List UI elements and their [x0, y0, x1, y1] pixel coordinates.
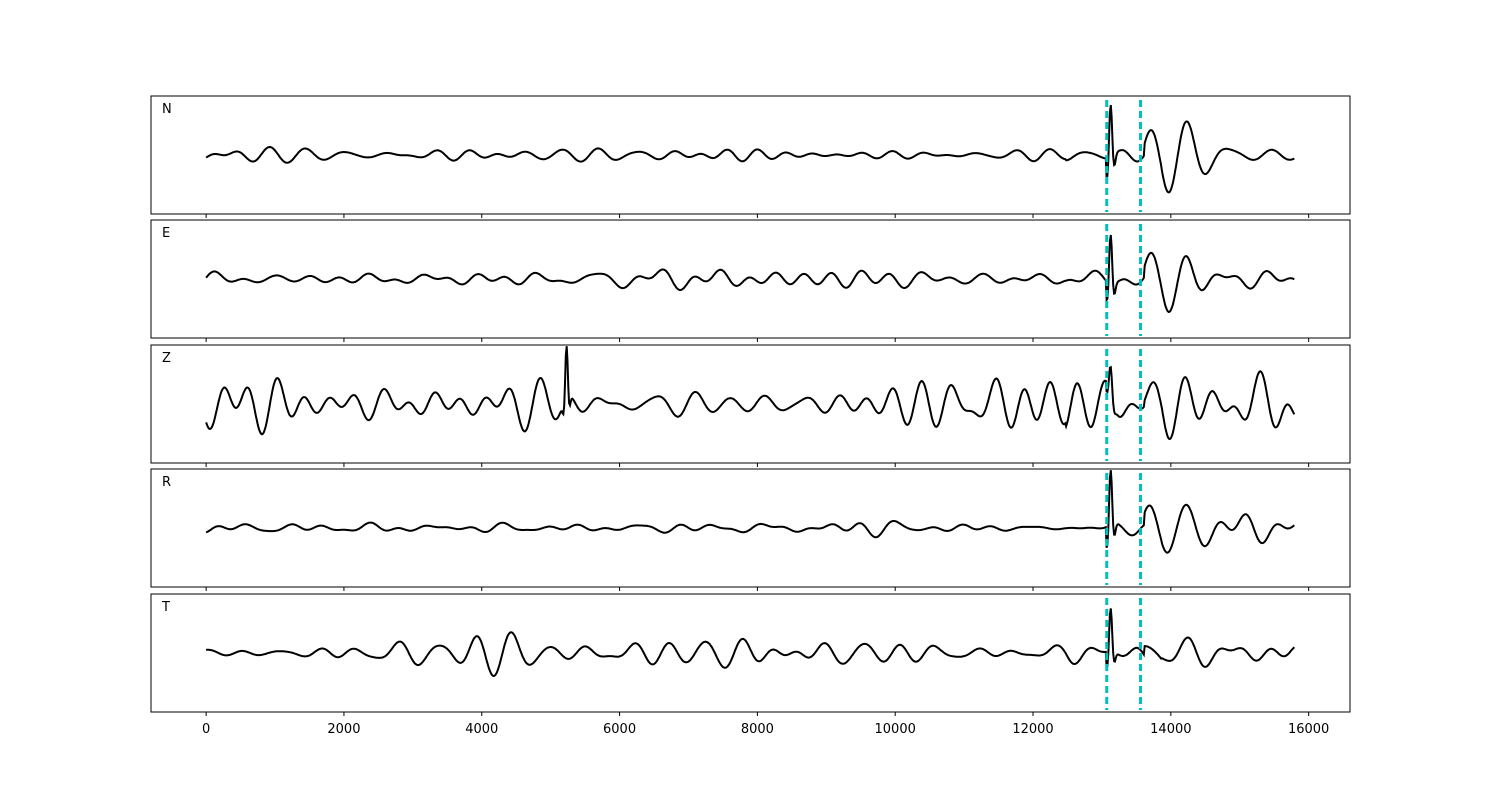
x-tick-label: 10000	[875, 722, 916, 737]
channel-label-e: E	[162, 226, 170, 241]
channel-label-r: R	[162, 475, 171, 490]
channel-label-t: T	[161, 600, 170, 615]
waveform-n	[205, 104, 1295, 194]
subplot-r: R	[150, 468, 1351, 591]
subplot-n: N	[150, 95, 1351, 218]
channel-label-n: N	[162, 102, 172, 117]
subplot-t: T	[150, 593, 1351, 716]
waveform-z	[205, 346, 1296, 441]
x-tick-label: 16000	[1288, 722, 1329, 737]
subplot-frame	[150, 344, 1351, 464]
x-tick-label: 12000	[1012, 722, 1053, 737]
subplot-z: Z	[150, 344, 1351, 467]
waveform-r	[205, 470, 1295, 554]
subplot-frame	[150, 219, 1351, 339]
waveform-t	[205, 608, 1296, 678]
subplot-frame	[150, 95, 1351, 215]
channel-label-z: Z	[162, 351, 171, 366]
subplots: N E Z R T	[150, 95, 1351, 716]
x-tick-label: 4000	[465, 722, 498, 737]
x-tick-label: 0	[202, 722, 210, 737]
x-tick-label: 6000	[603, 722, 636, 737]
x-axis: 0 2000 4000 6000 8000 10000 12000 14000 16000	[202, 722, 1329, 737]
subplot-frame	[150, 593, 1351, 713]
subplot-frame	[150, 468, 1351, 588]
waveform-e	[205, 234, 1295, 313]
x-tick-label: 8000	[741, 722, 774, 737]
x-tick-label: 2000	[327, 722, 360, 737]
x-tick-label: 14000	[1150, 722, 1191, 737]
subplot-e: E	[150, 219, 1351, 342]
